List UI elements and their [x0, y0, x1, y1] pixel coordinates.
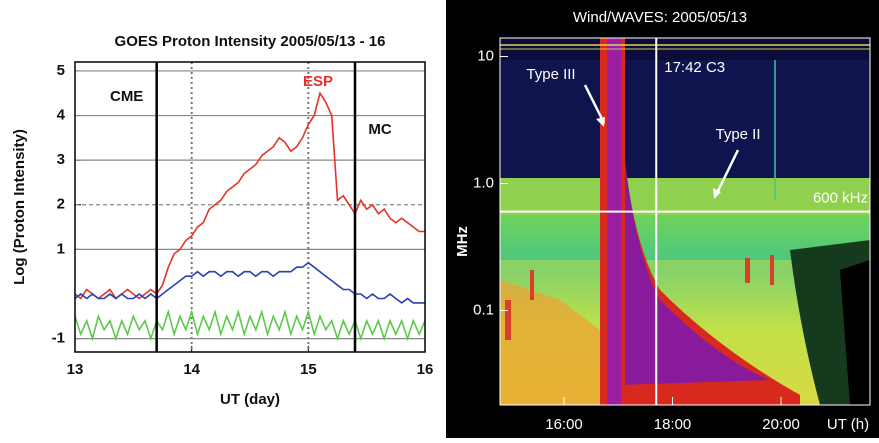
y-tick-label: 4	[57, 107, 66, 124]
x-tick-label: 16:00	[545, 416, 583, 433]
annotation: Type II	[715, 126, 760, 143]
annotation: Type III	[526, 66, 575, 83]
annotation: ESP	[303, 73, 333, 90]
plot-frame	[74, 61, 426, 353]
chart-title: Wind/WAVES: 2005/05/13	[573, 9, 747, 26]
arrowhead	[596, 117, 605, 127]
event-label: MC	[368, 121, 391, 138]
y-tick-label: 5	[57, 62, 65, 79]
arrowhead	[713, 188, 721, 199]
x-axis-label: UT (day)	[220, 391, 280, 408]
y-tick-label: 0.1	[473, 301, 494, 318]
hline-label: 600 kHz	[813, 190, 868, 207]
series-line	[74, 91, 425, 300]
type-ii-arrow	[714, 149, 740, 196]
x-axis-label: UT (h)	[827, 416, 869, 433]
y-tick-label: 2	[57, 196, 65, 213]
series-line	[74, 261, 425, 304]
y-tick-label: 3	[57, 151, 65, 168]
x-tick-label: 15	[300, 361, 317, 378]
y-axis-label: MHz	[454, 226, 471, 257]
chart-title: GOES Proton Intensity 2005/05/13 - 16	[115, 33, 386, 50]
x-tick-label: 18:00	[654, 416, 692, 433]
type-iii-arrow	[583, 84, 606, 124]
event-label: CME	[110, 88, 143, 105]
x-tick-label: 20:00	[762, 416, 800, 433]
y-axis-label: Log (Proton Intensity)	[11, 129, 28, 285]
x-tick-label: 16	[417, 361, 434, 378]
y-tick-label: 1.0	[473, 174, 494, 191]
spectrogram-image	[500, 38, 870, 405]
marker-label: 17:42 C3	[664, 59, 725, 76]
x-tick-label: 13	[67, 361, 84, 378]
y-tick-label: -1	[52, 330, 65, 347]
plot-frame	[499, 37, 871, 406]
y-tick-label: 10	[477, 48, 494, 65]
x-tick-label: 14	[183, 361, 200, 378]
y-tick-label: 1	[57, 240, 65, 257]
series-line	[74, 308, 426, 342]
